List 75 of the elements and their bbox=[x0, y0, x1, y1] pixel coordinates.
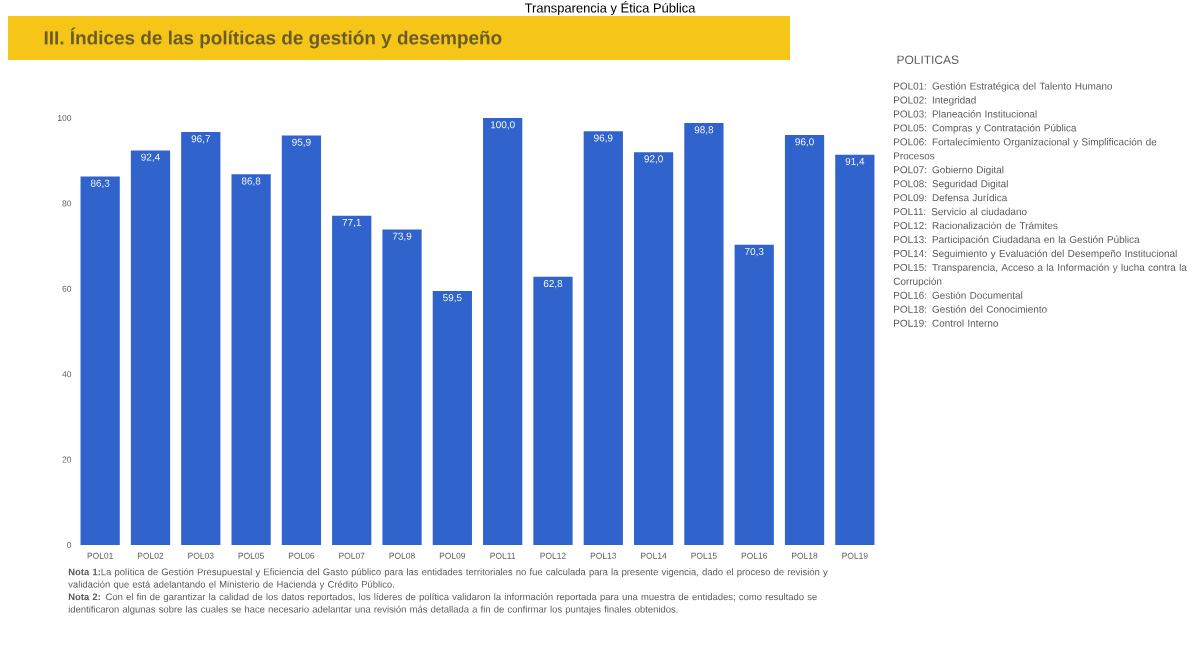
bar bbox=[684, 123, 724, 545]
data-label: 100,0 bbox=[490, 121, 515, 130]
bar bbox=[130, 150, 171, 545]
data-label: 96,9 bbox=[594, 134, 613, 143]
text: POL18: Gestión del Conocimiento bbox=[894, 305, 1047, 313]
bar bbox=[80, 176, 120, 545]
x-tick-label: POL19 bbox=[842, 552, 868, 559]
x-tick-label: POL03 bbox=[188, 552, 214, 559]
data-label: 95,9 bbox=[292, 138, 311, 147]
y-tick-label: 80 bbox=[62, 200, 72, 207]
x-tick-label: POL01 bbox=[87, 552, 113, 559]
bar bbox=[181, 132, 221, 545]
text: POL05: Compras y Contratación Pública bbox=[894, 124, 1077, 134]
text: Nota 1:La política de Gestión Presupuestal y Eficiencia del Gasto público para las entidades territoriales no fue calculada para la presente vigencia, dado el proceso de revisión y validación que está adelantando el Ministerio de Hacienda y Crédito Público. bbox=[68, 568, 828, 590]
data-label: 77,1 bbox=[342, 218, 361, 228]
x-tick-label: POL06 bbox=[288, 552, 315, 559]
data-label: 96,0 bbox=[795, 138, 814, 147]
x-tick-label: POL02 bbox=[137, 552, 164, 559]
bar bbox=[432, 290, 472, 545]
text: POL08: Seguridad Digital bbox=[894, 179, 1008, 190]
x-tick-label: POL13 bbox=[590, 552, 617, 559]
bar bbox=[583, 131, 623, 545]
data-label: 96,7 bbox=[191, 135, 210, 144]
text: POL07: Gobierno Digital bbox=[894, 166, 1004, 176]
data-label: 59,5 bbox=[443, 294, 462, 303]
text: POL03: Planeación Institucional bbox=[894, 110, 1037, 118]
data-label: 98,8 bbox=[694, 126, 714, 135]
x-tick-label: POL09 bbox=[439, 552, 466, 559]
chart-subtitle: Transparencia y Ética Pública bbox=[524, 1, 696, 16]
text: Nota 2: Con el fin de garantizar la calidad de los datos reportados, los líderes de política validaron la información reportada para una muestra de entidades; como resultado se identificaron algunas sobre las cuales se hace necesario adelantar una revisión más detallada a fin de confirmar los puntajes finales obtenidos. bbox=[68, 593, 817, 615]
data-label: 86,3 bbox=[90, 179, 110, 188]
text: POL13: Participación Ciudadana en la Gestión Pública bbox=[894, 235, 1140, 246]
text: POL16: Gestión Documental bbox=[894, 291, 1023, 299]
bar bbox=[483, 117, 523, 545]
bar bbox=[231, 174, 271, 545]
text: POL11: Servicio al ciudadano bbox=[894, 207, 1027, 216]
y-tick-label: 0 bbox=[67, 542, 72, 548]
bar bbox=[281, 135, 322, 545]
bar bbox=[332, 215, 372, 545]
text: POLITICAS bbox=[897, 55, 959, 64]
x-tick-label: POL18 bbox=[792, 552, 818, 559]
x-tick-label: POL16 bbox=[741, 552, 768, 559]
data-label: 62,8 bbox=[543, 280, 563, 289]
data-label: 70,3 bbox=[745, 248, 764, 257]
bar bbox=[633, 152, 674, 545]
x-tick-label: POL12 bbox=[540, 552, 566, 559]
text: POL02: Integridad bbox=[894, 96, 976, 106]
text: POL09: Defensa Jurídica bbox=[894, 193, 1008, 202]
data-label: 92,0 bbox=[644, 155, 663, 164]
bar bbox=[734, 244, 774, 545]
data-label: 91,4 bbox=[845, 157, 865, 167]
y-tick-label: 60 bbox=[62, 285, 72, 292]
text: POL15: Transparencia, Acceso a la Información y lucha contra la Corrupción bbox=[893, 263, 1187, 287]
text: POL06: Fortalecimiento Organizacional y Simplificación de Procesos bbox=[894, 137, 1157, 160]
text: POL01: Gestión Estratégica del Talento Humano bbox=[894, 82, 1113, 92]
chart-title: III. Índices de las políticas de gestión y desempeño bbox=[44, 27, 502, 49]
data-label: 92,4 bbox=[141, 153, 160, 162]
x-tick-label: POL07 bbox=[339, 552, 365, 559]
bar bbox=[533, 276, 573, 545]
text: POL14: Seguimiento y Evaluación del Desempeño Institucional bbox=[894, 249, 1177, 259]
y-tick-label: 40 bbox=[62, 371, 72, 378]
x-tick-label: POL05 bbox=[238, 552, 264, 559]
data-label: 86,8 bbox=[241, 177, 261, 186]
x-tick-label: POL08 bbox=[389, 552, 415, 559]
x-tick-label: POL11 bbox=[490, 552, 516, 559]
y-tick-label: 20 bbox=[62, 456, 72, 463]
data-label: 73,9 bbox=[392, 232, 412, 241]
bar bbox=[835, 154, 875, 545]
y-tick-label: 100 bbox=[57, 115, 72, 121]
bar bbox=[382, 229, 422, 545]
text: POL19: Control Interno bbox=[894, 319, 998, 327]
text: POL12: Racionalización de Trámites bbox=[894, 221, 1058, 230]
bar bbox=[784, 135, 825, 545]
x-tick-label: POL14 bbox=[641, 552, 667, 559]
x-tick-label: POL15 bbox=[691, 552, 717, 559]
